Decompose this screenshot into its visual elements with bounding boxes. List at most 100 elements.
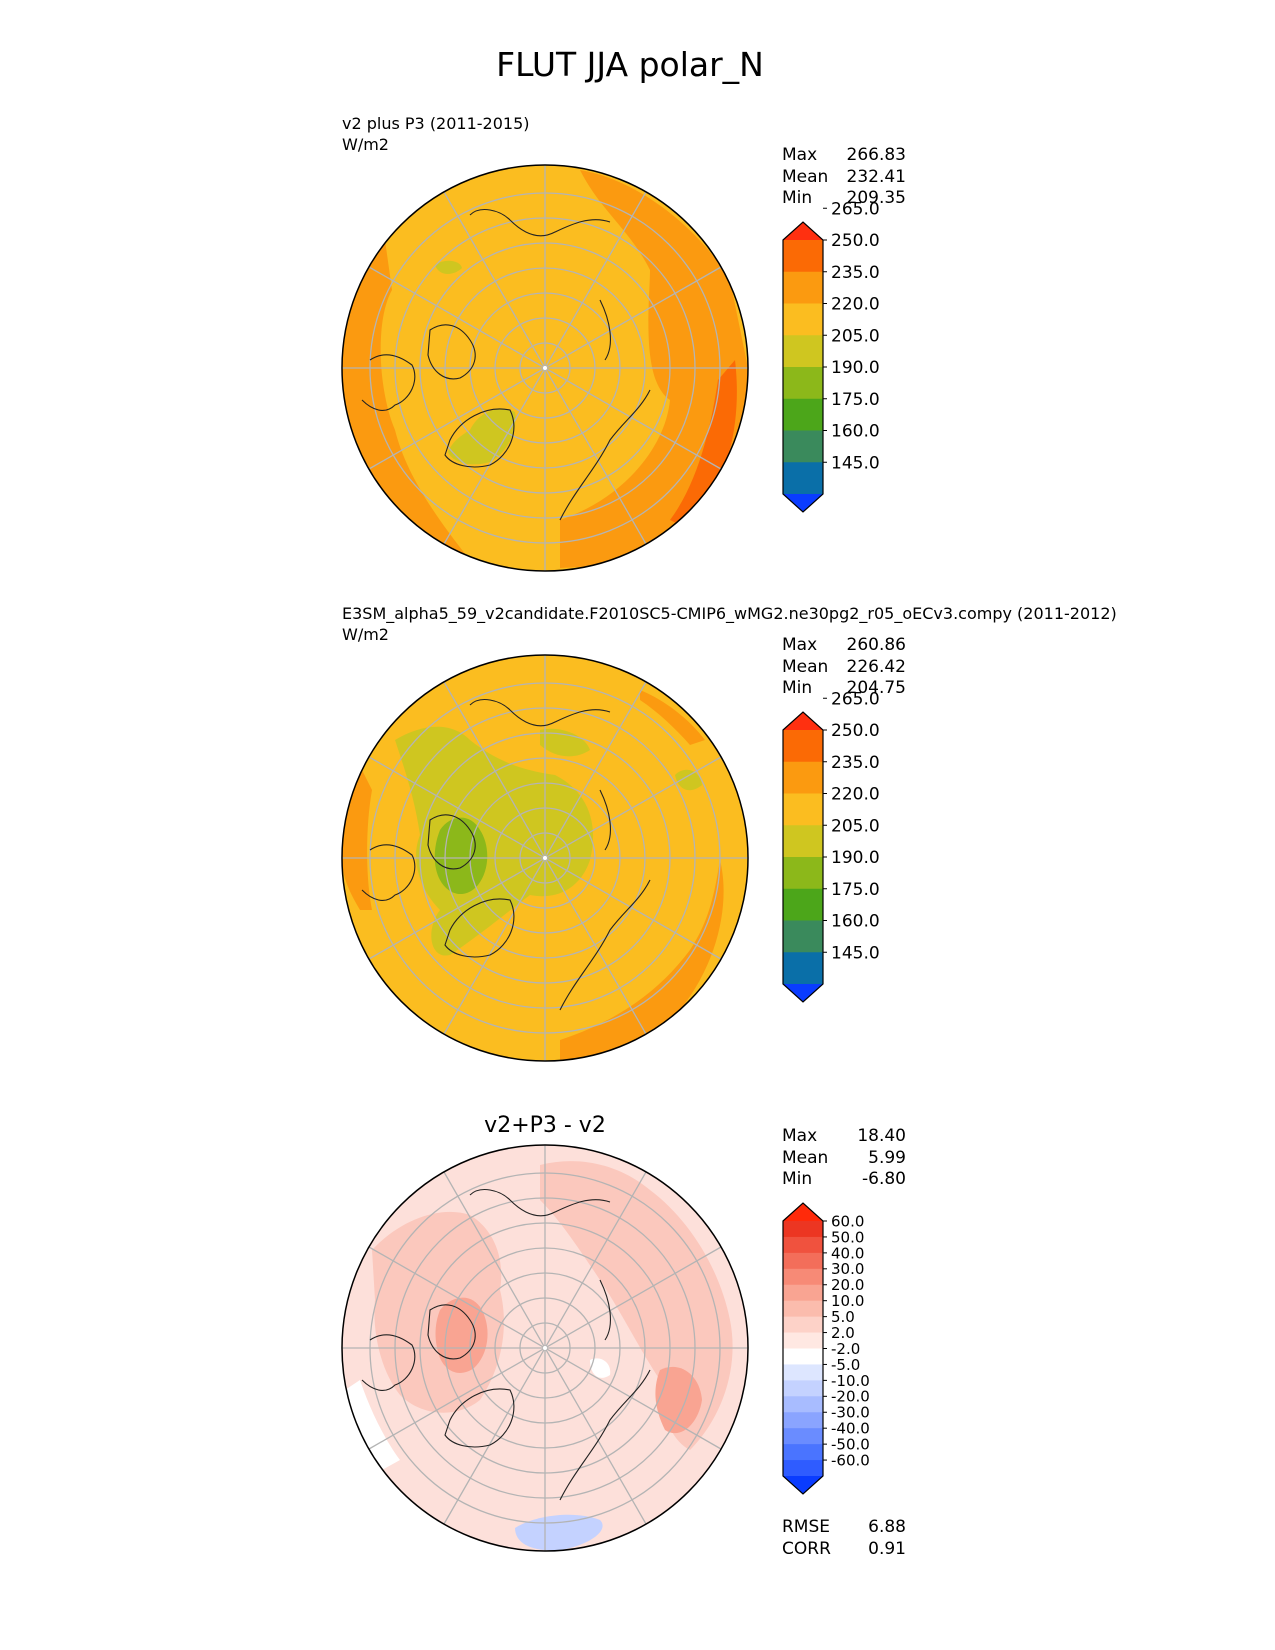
figure-title: FLUT JJA polar_N bbox=[496, 45, 764, 84]
panel-2-colorbar-tick-label: 190.0 bbox=[831, 848, 880, 868]
panel-3-field-cool-south bbox=[515, 1514, 603, 1551]
panel-2-title: E3SM_alpha5_59_v2candidate.F2010SC5-CMIP… bbox=[342, 604, 1117, 624]
panel-1-field-cool-north bbox=[435, 260, 462, 274]
panel-3-colorbar-tick-label: -50.0 bbox=[831, 1436, 870, 1454]
panel-2-stat-value-min: 204.75 bbox=[847, 678, 906, 698]
panel-1-colorbar-segment bbox=[783, 271, 823, 305]
panel-3-colorbar-tick-label: 50.0 bbox=[831, 1228, 864, 1246]
panel-1-colorbar-tick-label: 190.0 bbox=[831, 358, 880, 378]
panel-2-pole bbox=[543, 856, 547, 860]
panel-2-colorbar-tick-label: 235.0 bbox=[831, 753, 880, 773]
panel-1-units: W/m2 bbox=[342, 135, 389, 154]
panel-1-map bbox=[342, 165, 748, 571]
panel-3-colorbar-segment bbox=[783, 1300, 823, 1318]
panel-3-colorbar-tick-label: -20.0 bbox=[831, 1388, 870, 1406]
panel-3-colorbar-segment bbox=[783, 1348, 823, 1366]
panel-2-colorbar-tick-label: 205.0 bbox=[831, 816, 880, 836]
panel-3-field-neutral-west bbox=[345, 1380, 400, 1470]
panel-3-colorbar-tick-label: -5.0 bbox=[831, 1356, 860, 1374]
panel-1-colorbar-segment bbox=[783, 240, 823, 273]
panel-2-colorbar-extend-min bbox=[783, 984, 823, 1002]
panel-1-title: v2 plus P3 (2011-2015) bbox=[342, 114, 530, 133]
panel-2-stat-value-max: 260.86 bbox=[847, 635, 906, 655]
panel-1-field-hot-east bbox=[670, 360, 737, 530]
panel-3-metric-value-corr: 0.91 bbox=[868, 1539, 906, 1559]
panel-1-colorbar-segment bbox=[783, 335, 823, 368]
panel-3-colorbar-tick-label: -60.0 bbox=[831, 1451, 870, 1469]
panel-1-stat-value-mean: 232.41 bbox=[847, 167, 906, 187]
panel-3-stat-value-mean: 5.99 bbox=[868, 1148, 906, 1168]
panel-2-stat-label-mean: Mean bbox=[782, 657, 828, 677]
panel-1-colorbar-segment bbox=[783, 398, 823, 432]
panel-2-colorbar-segment bbox=[783, 857, 823, 890]
panel-2-colorbar-tick-label: 220.0 bbox=[831, 785, 880, 805]
panel-2-colorbar-segment bbox=[783, 952, 823, 985]
panel-3-colorbar-extend-max bbox=[783, 1203, 823, 1221]
panel-3-colorbar-tick-label: 40.0 bbox=[831, 1244, 864, 1262]
panel-1-coastlines bbox=[361, 209, 651, 521]
panel-2-colorbar-outline bbox=[782, 711, 824, 1003]
panel-1-colorbar-segment bbox=[783, 367, 823, 400]
panel-1-colorbar-tick-label: 220.0 bbox=[831, 295, 880, 315]
panel-2-colorbar-tick-label: 265.0 bbox=[831, 689, 880, 709]
panel-2-colorbar-extend-max bbox=[783, 712, 823, 730]
panel-3-colorbar-tick-label: 10.0 bbox=[831, 1292, 864, 1310]
panel-2-colorbar-segment bbox=[783, 888, 823, 922]
panel-2-field-cool-east bbox=[675, 769, 702, 791]
panel-3-colorbar-tick-label: 30.0 bbox=[831, 1260, 864, 1278]
panel-3-colorbar-segment bbox=[783, 1428, 823, 1445]
panel-3-colorbar-segment bbox=[783, 1460, 823, 1477]
panel-2-colorbar-tick-label: 160.0 bbox=[831, 912, 880, 932]
panel-3-coastlines bbox=[361, 1189, 651, 1501]
panel-3-colorbar-tick-label: -30.0 bbox=[831, 1404, 870, 1422]
panel-3-colorbar-segment bbox=[783, 1412, 823, 1429]
panel-2-colorbar-tick-label: 175.0 bbox=[831, 880, 880, 900]
panel-3-colorbar-tick-label: 60.0 bbox=[831, 1212, 864, 1230]
panel-3-colorbar-segment bbox=[783, 1380, 823, 1397]
panel-3-colorbar-tick-label: 5.0 bbox=[831, 1308, 855, 1326]
panel-1-colorbar-segment bbox=[783, 430, 823, 463]
panel-2-units: W/m2 bbox=[342, 625, 389, 644]
panel-1-colorbar-tick-label: 175.0 bbox=[831, 390, 880, 410]
panel-3-metric-value-rmse: 6.88 bbox=[868, 1517, 906, 1537]
panel-1-colorbar-outline bbox=[782, 221, 824, 513]
panel-1-colorbar: 145.0 160.0 175.0 190.0 205.0 220.0 235.0 250.0… bbox=[782, 199, 880, 513]
panel-1-colorbar-tick-label: 265.0 bbox=[831, 199, 880, 219]
panel-1-stat-label-mean: Mean bbox=[782, 167, 828, 187]
panel-1-stat-value-max: 266.83 bbox=[847, 145, 906, 165]
panel-1-field-cool-greenland bbox=[448, 409, 516, 465]
panel-1-colorbar-tick-label: 250.0 bbox=[831, 231, 880, 251]
panel-2: E3SM_alpha5_59_v2candidate.F2010SC5-CMIP… bbox=[341, 604, 1117, 1062]
panel-3-stat-value-min: -6.80 bbox=[862, 1169, 906, 1189]
panel-1-colorbar-tick-label: 235.0 bbox=[831, 263, 880, 283]
panel-2-colorbar-tick-label: 250.0 bbox=[831, 721, 880, 741]
panel-3-stat-label-mean: Mean bbox=[782, 1148, 828, 1168]
panel-3-colorbar-segment bbox=[783, 1444, 823, 1461]
panel-2-colorbar-segment bbox=[783, 761, 823, 795]
panel-1-pole bbox=[543, 366, 547, 370]
panel-3-colorbar-segment bbox=[783, 1221, 823, 1238]
panel-3-colorbar-segment bbox=[783, 1236, 823, 1254]
panel-2-colorbar-segment bbox=[783, 920, 823, 953]
panel-3-stat-label-max: Max bbox=[782, 1126, 817, 1146]
panel-2-field-rim-se bbox=[560, 860, 724, 1061]
panel-3-field-warmer-islands bbox=[435, 1297, 488, 1373]
panel-1-colorbar-segment bbox=[783, 303, 823, 336]
panel-3-map-border bbox=[341, 1144, 749, 1552]
panel-2-colorbar-segment bbox=[783, 793, 823, 826]
panel-3-colorbar-tick-label: 20.0 bbox=[831, 1276, 864, 1294]
panel-1-colorbar-extend-max bbox=[783, 222, 823, 240]
panel-2-coastlines bbox=[361, 699, 651, 1011]
panel-3-title: v2+P3 - v2 bbox=[484, 1113, 606, 1138]
panel-3-colorbar-tick-label: -2.0 bbox=[831, 1340, 860, 1358]
panel-1-colorbar-tick-label: 205.0 bbox=[831, 326, 880, 346]
panel-3-metric-label-corr: CORR bbox=[782, 1539, 831, 1559]
panel-1: v2 plus P3 (2011-2015) W/m2 bbox=[341, 114, 906, 572]
panel-2-stat-label-max: Max bbox=[782, 635, 817, 655]
panel-3-colorbar-tick-label: -40.0 bbox=[831, 1420, 870, 1438]
panel-3-colorbar-tick-label: 2.0 bbox=[831, 1324, 855, 1342]
panel-3: v2+P3 - v2 bbox=[341, 1113, 906, 1559]
panel-3-colorbar: -60.0-50.0-40.0-30.0-20.0-10.0-5.0-2.02.… bbox=[782, 1202, 870, 1495]
panel-2-field-cooler-islands bbox=[434, 817, 488, 895]
